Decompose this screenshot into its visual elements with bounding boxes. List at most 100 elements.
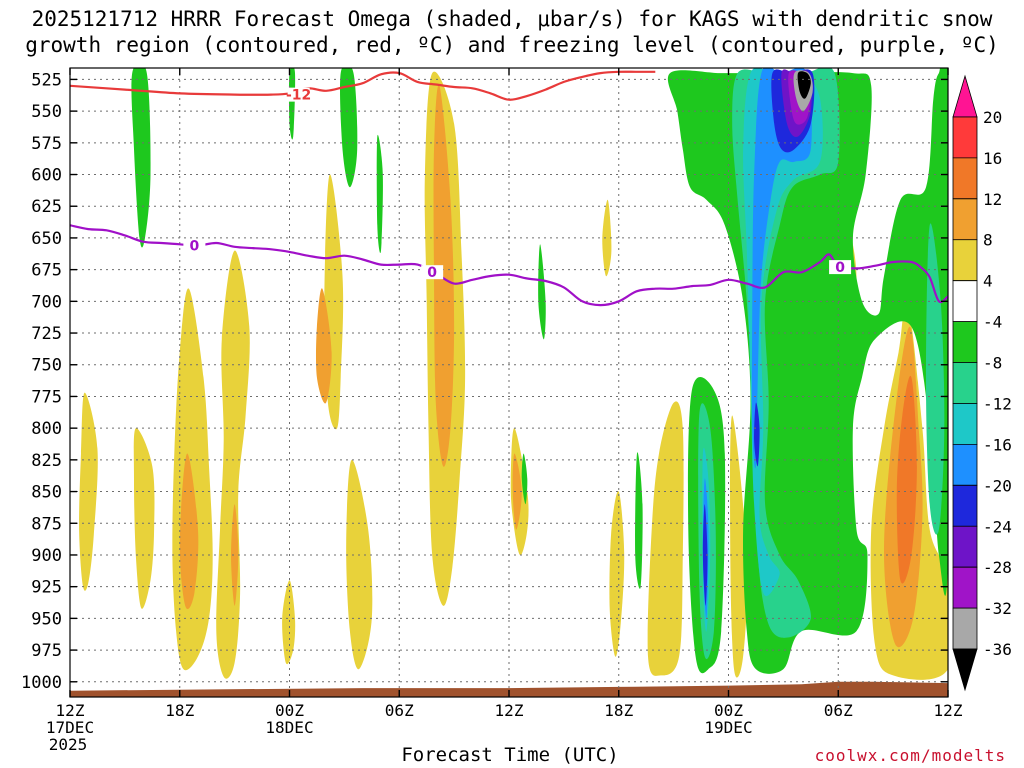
colorbar-label-2: 12 <box>983 190 1002 209</box>
colorbar-swatch-2 <box>952 157 978 200</box>
freezing-contour-label-2: 0 <box>835 260 845 276</box>
colorbar-label-8: -16 <box>983 435 1012 454</box>
y-tick-label-725: 725 <box>31 324 62 344</box>
x-tick-year-0: 2025 <box>49 735 88 754</box>
omega-region-pos8-16 <box>433 84 455 467</box>
colorbar-swatch-7 <box>952 362 978 404</box>
omega-region-pos4-1 <box>133 428 155 609</box>
y-tick-label-900: 900 <box>31 546 62 566</box>
omega-region-neg36-48 <box>797 71 811 99</box>
omega-region-pos4-3 <box>216 250 250 679</box>
y-tick-label-925: 925 <box>31 578 62 598</box>
colorbar-label-1: 16 <box>983 149 1002 168</box>
dgz-contour-line <box>70 70 656 101</box>
colorbar-label-9: -20 <box>983 476 1012 495</box>
x-tick-label-18: 06Z <box>385 701 414 720</box>
x-tick-label-24: 12Z <box>495 701 524 720</box>
colorbar-swatch-4 <box>952 239 978 282</box>
y-tick-label-850: 850 <box>31 483 62 503</box>
colorbar-label-11: -28 <box>983 558 1012 577</box>
contours: -12 0 0 0 <box>70 70 948 307</box>
chart-title-line-1: 2025121712 HRRR Forecast Omega (shaded, … <box>31 7 993 31</box>
y-tick-label-550: 550 <box>31 102 62 122</box>
y-tick-label-700: 700 <box>31 292 62 312</box>
colorbar-swatch-13 <box>952 607 978 650</box>
colorbar-swatch-6 <box>952 321 978 363</box>
x-tick-label-42: 06Z <box>824 701 853 720</box>
chart-title: 2025121712 HRRR Forecast Omega (shaded, … <box>0 6 1024 58</box>
omega-region-pos4-6 <box>346 459 373 670</box>
omega-region-pos8-18 <box>179 453 199 610</box>
x-axis-label: Forecast Time (UTC) <box>401 744 619 766</box>
omega-region-pos4-12 <box>730 415 748 678</box>
colorbar-swatch-11 <box>952 525 978 568</box>
omega-region-pos8-19 <box>231 504 239 606</box>
y-tick-label-650: 650 <box>31 229 62 249</box>
omega-region-pos4-9 <box>602 199 612 277</box>
x-tick-label-6: 18Z <box>165 701 194 720</box>
colorbar-swatch-14 <box>952 648 978 692</box>
y-tick-label-525: 525 <box>31 70 62 90</box>
colorbar-label-3: 8 <box>983 231 993 250</box>
colorbar-label-10: -24 <box>983 517 1012 536</box>
chart-title-line-2: growth region (contoured, red, ºC) and f… <box>25 33 999 57</box>
x-tick-date-0: 17DEC <box>46 718 94 737</box>
freezing-contour-line <box>70 224 948 307</box>
colorbar: 20 16 12 8 4 -4 -8 -12 -16 -20 -24 -28 -32 -36 <box>952 74 1012 692</box>
dgz-contour-label-bg-0 <box>287 87 310 102</box>
x-tick-label-48: 12Z <box>934 701 963 720</box>
omega-region-neg4-30 <box>538 244 546 340</box>
y-tick-label-800: 800 <box>31 419 62 439</box>
omega-region-neg4-28 <box>340 68 358 188</box>
colorbar-label-0: 20 <box>983 108 1002 127</box>
colorbar-swatch-0 <box>952 74 978 118</box>
y-tick-label-625: 625 <box>31 197 62 217</box>
credit-link[interactable]: coolwx.com/modelts <box>814 746 1006 765</box>
y-tick-label-875: 875 <box>31 514 62 534</box>
gridlines <box>70 68 948 697</box>
omega-region-neg4-29 <box>376 134 383 254</box>
colorbar-label-13: -36 <box>983 640 1012 659</box>
x-tick-label-12: 00Z <box>275 701 304 720</box>
dgz-contour-label-0: -12 <box>286 88 311 104</box>
omega-region-pos4-10 <box>609 491 625 657</box>
omega-region-neg16-40 <box>751 68 812 469</box>
x-tick-date-12: 18DEC <box>265 718 313 737</box>
y-tick-label-950: 950 <box>31 609 62 629</box>
x-tick-label-0: 12Z <box>56 701 85 720</box>
freezing-contour-label-0: 0 <box>190 239 200 255</box>
colorbar-swatch-10 <box>952 484 978 527</box>
omega-region-neg20-43 <box>754 402 760 467</box>
y-tick-label-775: 775 <box>31 387 62 407</box>
y-tick-label-975: 975 <box>31 641 62 661</box>
colorbar-label-6: -8 <box>983 354 1002 373</box>
x-tick-label-30: 18Z <box>604 701 633 720</box>
colorbar-swatch-12 <box>952 566 978 609</box>
colorbar-label-7: -12 <box>983 394 1012 413</box>
y-tick-label-675: 675 <box>31 261 62 281</box>
omega-shading <box>79 68 948 680</box>
colorbar-label-4: 4 <box>983 272 993 291</box>
omega-region-neg20-44 <box>702 504 708 606</box>
omega-region-neg4-27 <box>288 68 296 140</box>
omega-region-pos8-17 <box>512 453 522 530</box>
omega-region-pos8-15 <box>315 288 332 404</box>
y-tick-label-750: 750 <box>31 356 62 376</box>
x-tick-label-36: 00Z <box>714 701 743 720</box>
omega-region-pos4-11 <box>647 401 684 676</box>
omega-region-neg4-31 <box>521 453 528 505</box>
freezing-contour-label-1: 0 <box>427 265 437 281</box>
freezing-contour-label-bg-1 <box>421 265 444 280</box>
y-tick-label-600: 600 <box>31 166 62 186</box>
y-tick-label-1000: 1000 <box>21 673 62 693</box>
colorbar-swatch-1 <box>952 116 978 159</box>
colorbar-swatch-9 <box>952 444 978 486</box>
colorbar-label-12: -32 <box>983 599 1012 618</box>
colorbar-label-5: -4 <box>983 313 1002 332</box>
y-tick-label-825: 825 <box>31 451 62 471</box>
omega-region-neg4-33 <box>667 68 948 674</box>
colorbar-swatch-8 <box>952 403 978 445</box>
colorbar-swatch-3 <box>952 198 978 241</box>
omega-region-neg4-26 <box>131 68 151 248</box>
